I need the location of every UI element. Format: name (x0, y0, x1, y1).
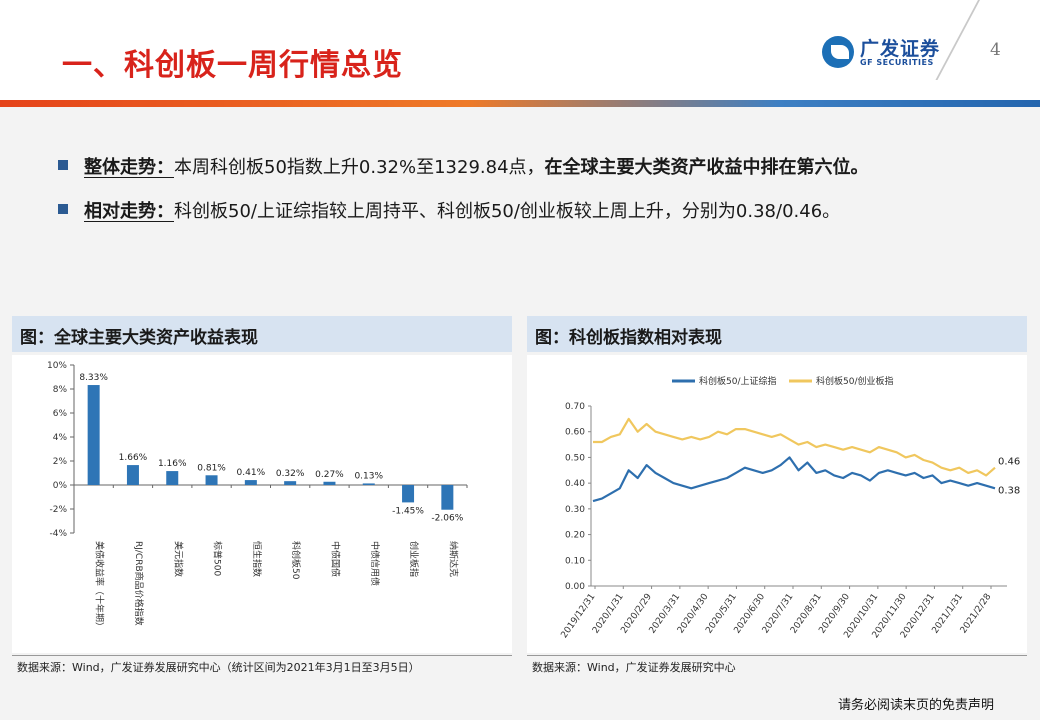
line-x-tick-label: 2019/12/31 (560, 592, 598, 640)
left-source-divider (12, 655, 512, 656)
series-line-chinext (593, 417, 996, 477)
bullet-relative-trend: 相对走势：科创板50/上证综指较上周持平、科创板50/创业板较上周上升，分别为0… (58, 197, 840, 223)
line-y-tick-label: 0.60 (565, 428, 585, 438)
asset-returns-bar-chart: 10% 8% 6% 4% 2% 0% -2% -4% 8.33% 美债收益率（十年期） 1.66% R… (47, 361, 468, 631)
relative-performance-line-chart: 科创板50/上证综指 科创板50/创业板指 0.70 0.60 0.50 0.40 0.30… (560, 375, 1021, 640)
line-y-tick-label: 0.00 (565, 582, 585, 592)
bullet-strong-text: 在全球主要大类资产收益中排在第六位。 (544, 157, 869, 178)
header: 一、科创板一周行情总览 广发证券 GF SECURITIES 4 (0, 0, 1040, 100)
line-y-tick-label: 0.40 (565, 479, 585, 489)
gf-logo-icon (822, 36, 854, 68)
relative-performance-chart-box: 科创板50/上证综指 科创板50/创业板指 0.70 0.60 0.50 0.40 0.30… (527, 355, 1027, 653)
bullet-overall-trend: 整体走势：本周科创板50指数上升0.32%至1329.84点，在全球主要大类资产… (58, 153, 869, 179)
bar-category-label: RJ/CRB商品价格指数 (133, 541, 145, 626)
bullet-text: 本周科创板50指数上升0.32%至1329.84点， (174, 157, 545, 178)
line-y-tick-label: 0.50 (565, 453, 585, 463)
bar-category-label: 标普500 (212, 541, 224, 576)
bullet-head: 相对走势： (84, 201, 174, 222)
bar-data-label: -1.45% (392, 506, 424, 516)
bar (441, 485, 454, 510)
bar-category-label: 恒生指数 (251, 541, 263, 577)
left-panel-title: 图：全球主要大类资产收益表现 (12, 316, 512, 352)
line-y-tick-label: 0.20 (565, 531, 585, 541)
bar-category-label: 中债信用债 (369, 541, 381, 586)
bar (244, 480, 257, 485)
bar-category-label: 创业板指 (408, 541, 420, 577)
right-source-divider (527, 655, 1027, 656)
bullet-square-icon (58, 160, 68, 170)
bar (362, 483, 375, 485)
line-y-tick-label: 0.70 (565, 402, 585, 412)
page-number: 4 (990, 40, 1001, 60)
gf-securities-logo: 广发证券 GF SECURITIES (822, 34, 952, 74)
bar (323, 481, 336, 485)
bar-data-label: 1.16% (158, 459, 187, 469)
legend-label-chinext: 科创板50/创业板指 (816, 375, 894, 387)
bar (87, 385, 100, 485)
right-panel-title: 图：科创板指数相对表现 (527, 316, 1027, 352)
logo-cn-text: 广发证券 (860, 38, 941, 60)
bar (126, 465, 139, 485)
bar-y-tick-label: -2% (49, 505, 67, 515)
left-data-source: 数据来源：Wind，广发证券发展研究中心（统计区间为2021年3月1日至3月5日… (17, 661, 420, 674)
bullet-head: 整体走势： (84, 157, 174, 178)
bar-y-tick-label: 0% (53, 481, 68, 491)
bar-category-label: 美债收益率（十年期） (94, 541, 106, 631)
bar-y-tick-label: 4% (53, 433, 68, 443)
end-label-chinext: 0.46 (998, 457, 1020, 468)
bar-data-label: 8.33% (79, 373, 108, 383)
bar-data-label: 0.27% (315, 470, 344, 480)
bar-data-label: 0.13% (354, 471, 383, 481)
bar-y-tick-label: 6% (53, 409, 68, 419)
end-label-sse: 0.38 (998, 485, 1020, 496)
bar-category-label: 美元指数 (172, 541, 184, 577)
bar-y-tick-label: 10% (47, 361, 67, 371)
asset-returns-chart-box: 10% 8% 6% 4% 2% 0% -2% -4% 8.33% 美债收益率（十年期） 1.66% R… (12, 355, 512, 653)
bar-data-label: 0.81% (197, 463, 226, 473)
bar-data-label: -2.06% (431, 514, 463, 524)
page-title: 一、科创板一周行情总览 (62, 48, 403, 83)
bar (166, 471, 179, 485)
bar-data-label: 0.41% (237, 468, 266, 478)
bar (205, 475, 218, 485)
series-line-sse (592, 456, 996, 503)
header-color-band (0, 100, 1040, 107)
bullet-square-icon (58, 204, 68, 214)
line-y-tick-label: 0.30 (565, 505, 585, 515)
bar-category-label: 中债国债 (329, 541, 341, 577)
bullet-text: 科创板50/上证综指较上周持平、科创板50/创业板较上周上升，分别为0.38/0… (174, 201, 841, 222)
line-y-tick-label: 0.10 (565, 556, 585, 566)
bar-data-label: 1.66% (119, 453, 148, 463)
right-data-source: 数据来源：Wind，广发证券发展研究中心 (532, 661, 736, 674)
bar-category-label: 科创板50 (290, 541, 302, 580)
bar-y-tick-label: -4% (49, 529, 67, 539)
bar-y-tick-label: 2% (53, 457, 68, 467)
disclaimer: 请务必阅读末页的免责声明 (838, 698, 995, 713)
bar (284, 481, 297, 485)
bar (402, 485, 415, 503)
bar-data-label: 0.32% (276, 469, 305, 479)
bar-y-tick-label: 8% (53, 385, 68, 395)
bar-category-label: 纳斯达克 (447, 541, 459, 577)
legend-label-sse: 科创板50/上证综指 (699, 375, 777, 387)
logo-en-text: GF SECURITIES (860, 58, 934, 67)
content-area: 整体走势：本周科创板50指数上升0.32%至1329.84点，在全球主要大类资产… (0, 107, 1040, 720)
